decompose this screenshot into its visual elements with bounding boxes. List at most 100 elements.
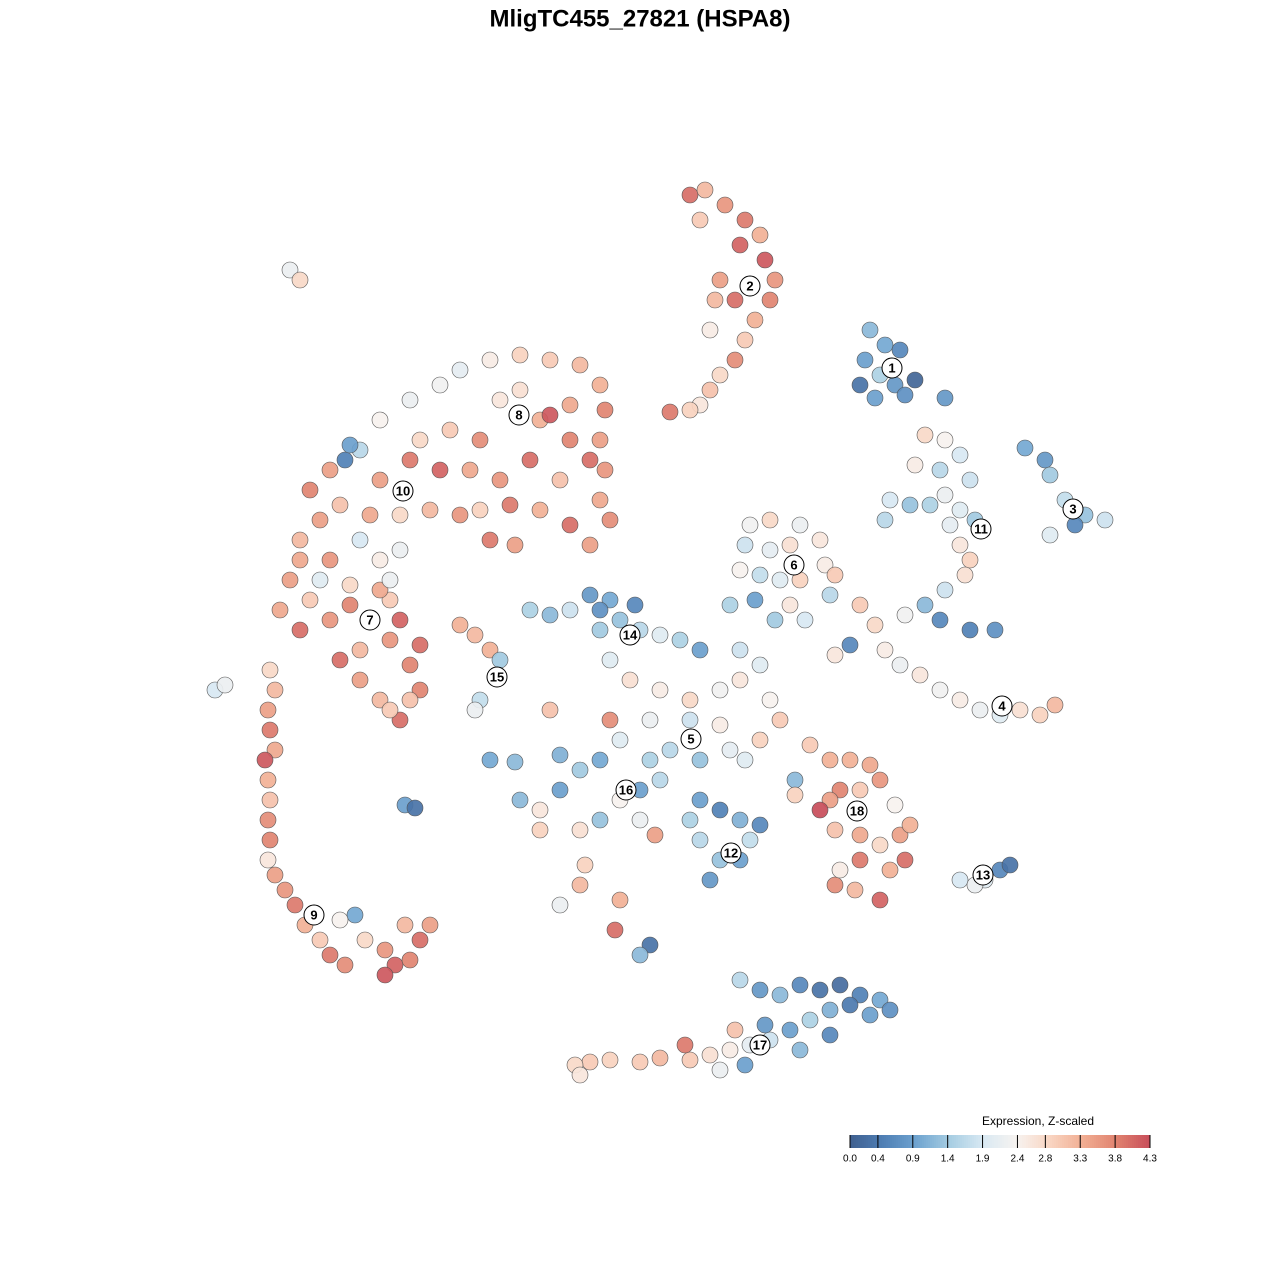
colorbar-segment xyxy=(1148,1135,1151,1148)
colorbar-segment xyxy=(1132,1135,1135,1148)
colorbar-segment xyxy=(1012,1135,1015,1148)
cell-point xyxy=(401,451,419,469)
colorbar-segment xyxy=(876,1135,879,1148)
cell-point xyxy=(671,631,689,649)
cell-point xyxy=(731,641,749,659)
cell-point xyxy=(371,581,389,599)
cluster-badge xyxy=(783,554,805,576)
cell-point xyxy=(701,871,719,889)
cell-point xyxy=(651,1049,669,1067)
cell-point xyxy=(601,1051,619,1069)
cell-point xyxy=(826,876,844,894)
cell-point xyxy=(331,911,349,929)
cell-point xyxy=(431,376,449,394)
cell-point xyxy=(711,681,729,699)
cell-point xyxy=(571,761,589,779)
cell-point xyxy=(481,351,499,369)
colorbar-segment xyxy=(864,1135,867,1148)
cell-point xyxy=(466,626,484,644)
colorbar-segment xyxy=(956,1135,959,1148)
cell-point xyxy=(831,861,849,879)
colorbar-segment xyxy=(918,1135,921,1148)
colorbar-segment xyxy=(1010,1135,1013,1148)
colorbar-segment xyxy=(870,1135,873,1148)
cell-point xyxy=(611,611,629,629)
cell-point xyxy=(591,621,609,639)
cell-point xyxy=(381,591,399,609)
cell-point xyxy=(331,651,349,669)
cell-point xyxy=(661,741,679,759)
cluster-badge xyxy=(680,728,702,750)
cell-point xyxy=(336,451,354,469)
cell-point xyxy=(881,491,899,509)
cell-point xyxy=(411,681,429,699)
cell-point xyxy=(606,921,624,939)
cell-point xyxy=(261,831,279,849)
cell-point xyxy=(851,781,869,799)
cell-point xyxy=(581,586,599,604)
colorbar-segment xyxy=(1128,1135,1131,1148)
cluster-label: 6 xyxy=(790,557,797,572)
cell-point xyxy=(1001,856,1019,874)
colorbar-segment xyxy=(882,1135,885,1148)
cell-point xyxy=(691,751,709,769)
cell-point xyxy=(861,756,879,774)
cell-point xyxy=(791,516,809,534)
cell-point xyxy=(571,356,589,374)
cell-point xyxy=(811,981,829,999)
cell-point xyxy=(451,361,469,379)
colorbar-segment xyxy=(1104,1135,1107,1148)
colorbar-segment xyxy=(1140,1135,1143,1148)
colorbar-segment xyxy=(872,1135,875,1148)
cell-point xyxy=(511,381,529,399)
colorbar-tick-label: 0.0 xyxy=(843,1154,857,1165)
cell-point xyxy=(876,336,894,354)
colorbar-segment xyxy=(1138,1135,1141,1148)
colorbar-segment xyxy=(1144,1135,1147,1148)
cell-point xyxy=(321,551,339,569)
colorbar-segment xyxy=(1042,1135,1045,1148)
colorbar-segment xyxy=(850,1135,853,1148)
colorbar-tick-label: 0.4 xyxy=(871,1154,885,1165)
cell-point xyxy=(691,831,709,849)
cell-point xyxy=(931,461,949,479)
cell-point xyxy=(791,1041,809,1059)
cell-point xyxy=(541,606,559,624)
cell-point xyxy=(751,731,769,749)
colorbar-segment xyxy=(988,1135,991,1148)
colorbar-tick-label: 3.8 xyxy=(1108,1154,1122,1165)
colorbar-tick-label: 1.4 xyxy=(941,1154,955,1165)
colorbar-segment xyxy=(1122,1135,1125,1148)
cell-point xyxy=(491,471,509,489)
cell-point xyxy=(386,956,404,974)
colorbar-segment xyxy=(1086,1135,1089,1148)
colorbar-segment xyxy=(1120,1135,1123,1148)
colorbar-segment xyxy=(1004,1135,1007,1148)
colorbar-segment xyxy=(970,1135,973,1148)
colorbar-segment xyxy=(1070,1135,1073,1148)
colorbar-segment xyxy=(922,1135,925,1148)
cell-point xyxy=(726,351,744,369)
cell-point xyxy=(451,616,469,634)
colorbar-segment xyxy=(968,1135,971,1148)
cell-point xyxy=(911,666,929,684)
cell-point xyxy=(481,751,499,769)
colorbar-segment xyxy=(1110,1135,1113,1148)
cell-point xyxy=(311,571,329,589)
cell-point xyxy=(781,536,799,554)
colorbar-segment xyxy=(1072,1135,1075,1148)
cluster-label: 15 xyxy=(490,669,504,684)
cell-point xyxy=(896,606,914,624)
cluster-label: 18 xyxy=(850,803,864,818)
cell-point xyxy=(596,461,614,479)
cell-point xyxy=(841,636,859,654)
cell-point xyxy=(681,711,699,729)
cell-point xyxy=(1036,451,1054,469)
cell-point xyxy=(641,936,659,954)
cell-point xyxy=(626,596,644,614)
colorbar-segment xyxy=(978,1135,981,1148)
cell-point xyxy=(391,711,409,729)
cell-point xyxy=(691,211,709,229)
cell-point xyxy=(701,1046,719,1064)
cluster-label: 3 xyxy=(1069,501,1076,516)
